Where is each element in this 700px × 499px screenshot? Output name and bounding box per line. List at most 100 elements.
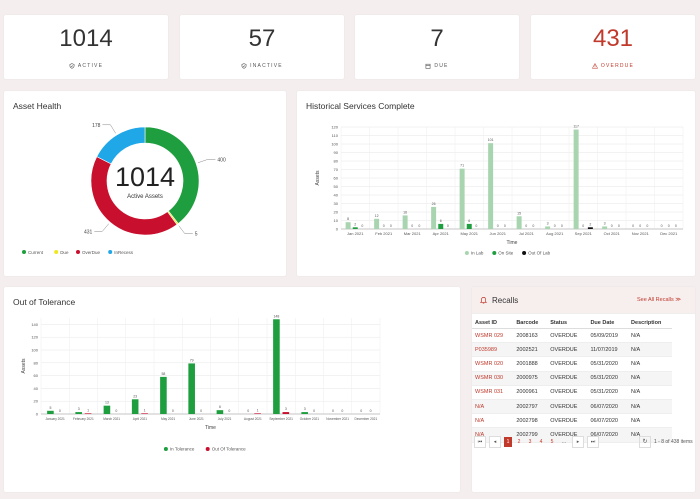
table-header-row: Asset ID Barcode Status Due Date Descrip…: [472, 318, 672, 329]
y-tick-label: 90: [334, 150, 339, 155]
bar-value-label: 12: [375, 214, 379, 218]
x-tick-label: Jan 2021: [347, 231, 364, 236]
bar-value-label: 3: [604, 221, 606, 225]
bar-value-label: 0: [383, 224, 385, 228]
asset-id-link[interactable]: N/A: [472, 399, 514, 415]
x-tick-label: March 2021: [103, 417, 120, 421]
bar-value-label: 2: [354, 222, 356, 226]
bar-in-lab: [402, 215, 408, 229]
table-row: WSMR 031 2000961 OVERDUE 05/31/2020 N/A: [472, 385, 672, 400]
table-row: WSMR 029 2008163 OVERDUE 05/09/2019 N/A: [472, 328, 672, 344]
asset-id-link[interactable]: WSMR 029: [472, 328, 514, 344]
status-cell: OVERDUE: [547, 371, 588, 386]
donut-center-label: Active Assets: [127, 194, 163, 200]
y-tick-label: 60: [334, 176, 339, 181]
description-cell: N/A: [628, 356, 672, 372]
y-tick-label: 70: [334, 167, 339, 172]
more-pages-button[interactable]: ...: [561, 439, 567, 445]
barcode-cell: 2002521: [513, 342, 548, 358]
col-description[interactable]: Description: [628, 318, 672, 329]
bar-on-site: [466, 223, 472, 229]
bar-out-of-tolerance: [282, 412, 290, 414]
last-page-button[interactable]: ⏭: [587, 436, 599, 448]
bar-value-label: 58: [161, 372, 165, 376]
stat-card-due: 7 DUE: [355, 15, 519, 79]
y-axis-title: Assets: [315, 170, 321, 186]
bar-value-label: 0: [639, 224, 641, 228]
status-cell: OVERDUE: [547, 413, 588, 429]
legend-label-on-site: On Site: [498, 251, 514, 256]
page-2-button[interactable]: 2: [517, 439, 521, 445]
legend-marker-out-of-lab: [522, 251, 527, 255]
bar-value-label: 16: [403, 210, 407, 214]
asset-id-link[interactable]: P035989: [472, 342, 514, 358]
legend-label-inrecess: InRecess: [114, 250, 134, 255]
x-tick-label: June 2021: [189, 417, 204, 421]
col-due-date[interactable]: Due Date: [587, 318, 629, 329]
bar-in-lab: [345, 222, 351, 229]
legend-marker-in-tolerance: [163, 447, 168, 451]
bar-value-label: 0: [390, 224, 392, 228]
bar-in-tolerance: [131, 399, 139, 414]
table-row: P035989 2002521 OVERDUE 11/07/2019 N/A: [472, 342, 672, 358]
x-tick-label: Nov 2021: [632, 231, 650, 236]
first-page-button[interactable]: ⏮: [474, 436, 486, 448]
page-4-button[interactable]: 4: [539, 439, 543, 445]
due-label: DUE: [434, 63, 449, 69]
page-3-button[interactable]: 3: [528, 439, 532, 445]
y-tick-label: 110: [332, 133, 339, 138]
next-page-button[interactable]: ▸: [572, 436, 584, 448]
bar-in-lab: [545, 226, 551, 229]
bar-in-tolerance: [216, 410, 224, 414]
bar-in-tolerance: [188, 363, 195, 414]
col-status[interactable]: Status: [547, 318, 588, 329]
col-barcode[interactable]: Barcode: [513, 318, 548, 329]
x-tick-label: January 2021: [45, 417, 65, 421]
asset-id-link[interactable]: WSMR 020: [472, 356, 514, 372]
tolerance-title: Out of Tolerance: [13, 297, 76, 307]
legend-label-in-tolerance: In Tolerance: [170, 447, 195, 452]
x-tick-label: December 2021: [355, 417, 378, 421]
bar-value-label: 3: [285, 407, 287, 411]
bar-value-label: 26: [432, 202, 436, 206]
asset-id-link[interactable]: WSMR 030: [472, 371, 514, 386]
bar-in-tolerance: [273, 319, 280, 414]
page-5-button[interactable]: 5: [550, 439, 554, 445]
bar-out-of-tolerance: [254, 413, 261, 414]
legend-marker-due: [54, 250, 59, 254]
col-asset-id[interactable]: Asset ID: [472, 318, 514, 329]
donut-value-label: 400: [217, 158, 226, 164]
refresh-button[interactable]: ↻: [639, 436, 651, 448]
shield-check-icon: [69, 63, 75, 69]
bar-on-site: [352, 227, 358, 229]
bar-value-label: 0: [554, 224, 556, 228]
recalls-table: Asset ID Barcode Status Due Date Descrip…: [472, 318, 672, 443]
y-axis-title: Assets: [21, 358, 27, 374]
donut-slice-inrecess: [96, 126, 146, 165]
see-all-recalls-link[interactable]: See All Recalls ≫: [637, 297, 681, 303]
description-cell: N/A: [628, 413, 672, 429]
pagination: ⏮ ◂ 1 2 3 4 5 ... ▸ ⏭: [474, 436, 599, 448]
status-cell: OVERDUE: [547, 385, 588, 400]
description-cell: N/A: [628, 328, 672, 344]
y-tick-label: 0: [36, 412, 39, 417]
prev-page-button[interactable]: ◂: [489, 436, 501, 448]
recalls-title: Recalls: [492, 296, 519, 305]
bar-value-label: 8: [347, 217, 349, 221]
donut-leader-line: [197, 159, 216, 164]
bar-value-label: 3: [547, 221, 549, 225]
out-of-tolerance-panel: Out of Tolerance 0 20 40 60 80 100 120 140 5 0 Jan…: [4, 287, 460, 492]
asset-id-link[interactable]: N/A: [472, 413, 514, 429]
x-tick-label: Jul 2021: [519, 231, 535, 236]
page-1-button[interactable]: 1: [504, 437, 512, 447]
bar-value-label: 0: [504, 224, 506, 228]
historical-title: Historical Services Complete: [306, 101, 415, 111]
bar-value-label: 0: [332, 409, 334, 413]
x-tick-label: May 2021: [161, 417, 175, 421]
y-tick-label: 140: [31, 322, 38, 327]
asset-id-link[interactable]: WSMR 031: [472, 385, 514, 400]
bar-value-label: 6: [468, 219, 470, 223]
due-date-cell: 05/31/2020: [587, 356, 629, 372]
y-tick-label: 60: [34, 373, 39, 378]
